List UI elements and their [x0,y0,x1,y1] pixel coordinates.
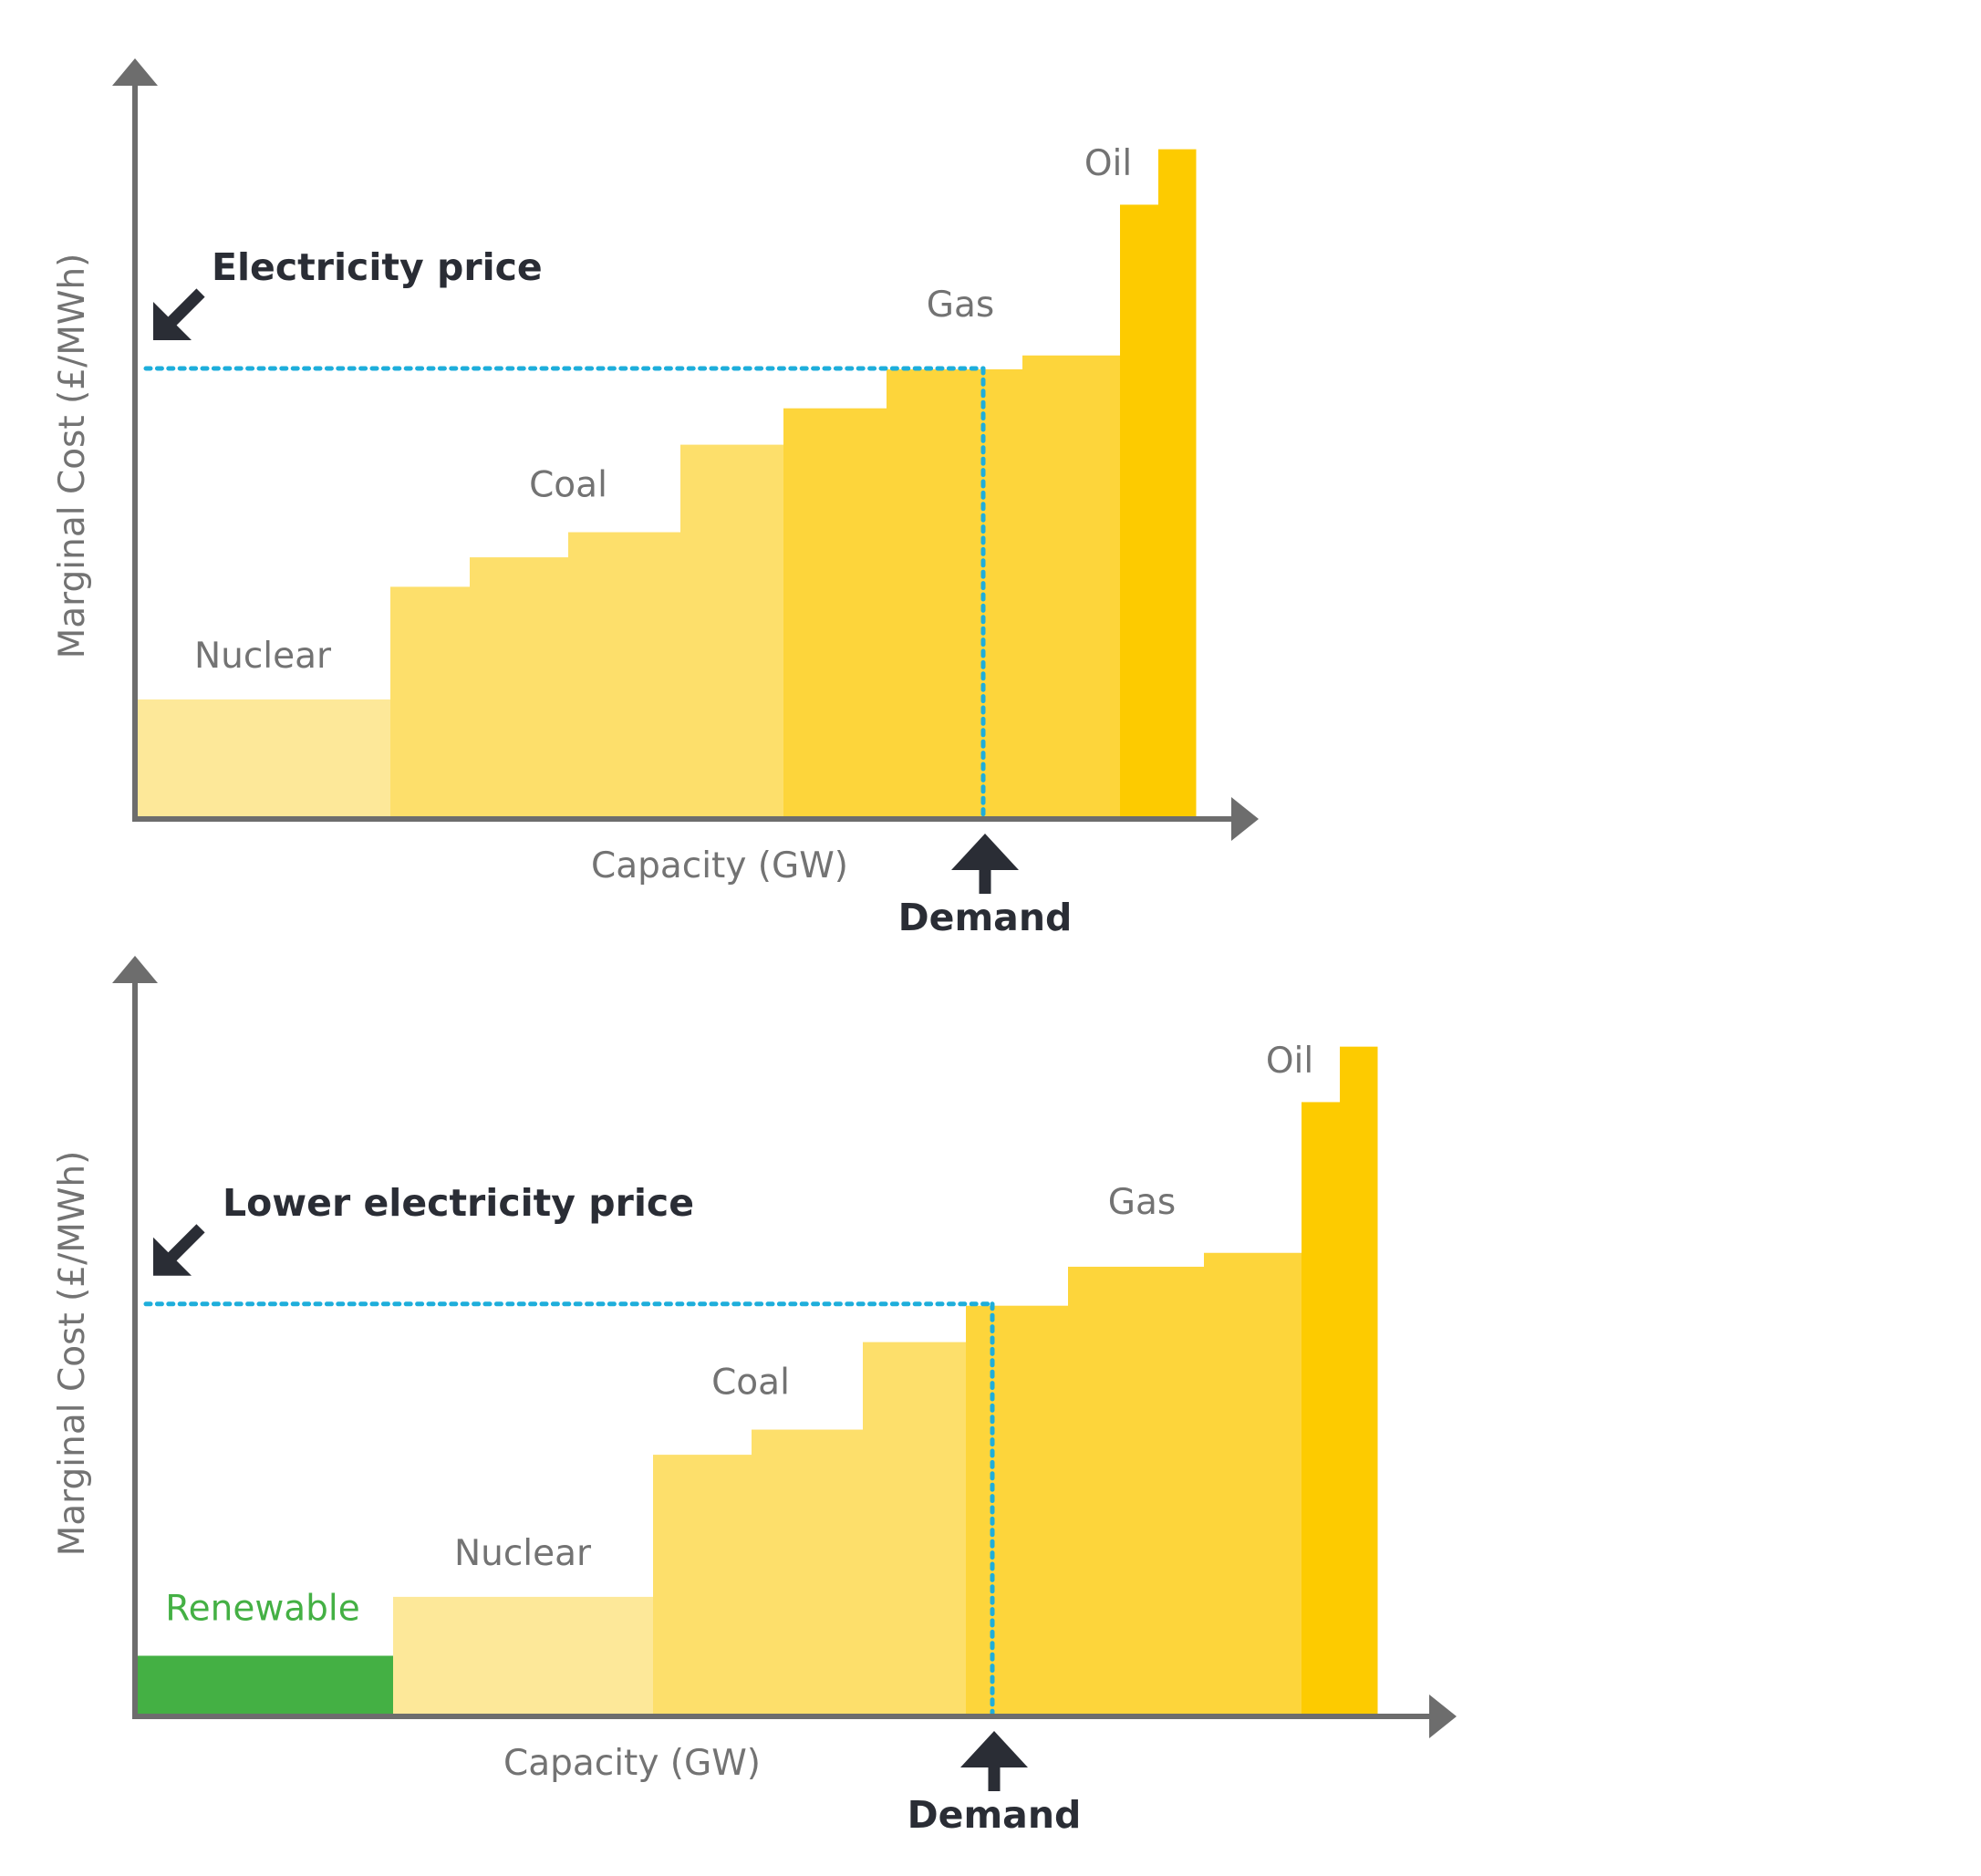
y-axis-title: Marginal Cost (£/MWh) [52,1151,93,1557]
x-axis-arrowhead [1231,797,1259,841]
fuel-label-gas: Gas [927,285,994,326]
bar-coal-3 [568,532,681,819]
bar-nuclear-1 [393,1596,654,1716]
price-callout-label: Electricity price [212,245,543,289]
demand-arrow-icon [960,1731,1028,1791]
demand-label: Demand [898,896,1073,939]
fuel-label-oil: Oil [1266,1041,1313,1082]
price-callout-label: Lower electricity price [223,1181,694,1225]
fuel-label-renewable: Renewable [165,1589,359,1630]
bar-coal-2 [653,1455,752,1716]
bar-oil-8 [1302,1102,1341,1716]
x-axis-arrowhead [1429,1695,1457,1738]
bar-gas-6 [887,368,1023,819]
fuel-label-oil: Oil [1084,143,1132,184]
demand-label: Demand [908,1793,1082,1837]
bar-nuclear-0 [135,699,391,819]
bar-gas-7 [1204,1252,1302,1716]
y-axis-title: Marginal Cost (£/MWh) [52,254,93,659]
fuel-label-nuclear: Nuclear [194,636,332,677]
bar-renewable-0 [135,1655,394,1716]
demand-arrow-icon [951,834,1019,894]
bar-oil-9 [1340,1046,1378,1716]
bar-coal-1 [390,586,471,819]
x-axis-title: Capacity (GW) [503,1743,761,1784]
bar-gas-5 [783,408,887,819]
bar-oil-9 [1158,149,1197,819]
bar-gas-5 [966,1305,1069,1716]
bar-coal-3 [752,1429,864,1716]
bar-oil-8 [1120,204,1159,819]
fuel-label-gas: Gas [1108,1182,1176,1223]
fuel-label-nuclear: Nuclear [454,1533,592,1574]
chart-panel-current: Nuclear Coal Gas Oil Marginal Cost (£/MWh) Ca… [52,58,1259,939]
bar-coal-2 [470,557,569,819]
bar-coal-4 [863,1342,967,1716]
fuel-label-coal: Coal [529,465,607,506]
price-callout-arrow-icon [153,1224,205,1276]
chart-panel-with-renewables: Renewable Nuclear Coal Gas Oil Marginal Cost … [52,956,1457,1837]
fuel-label-coal: Coal [711,1363,790,1404]
y-axis-arrowhead [112,58,158,86]
bar-gas-6 [1068,1266,1205,1716]
bar-gas-7 [1022,355,1121,819]
x-axis-title: Capacity (GW) [591,845,848,886]
bar-coal-4 [680,444,784,819]
price-callout-arrow-icon [153,288,205,340]
y-axis-arrowhead [112,956,158,983]
